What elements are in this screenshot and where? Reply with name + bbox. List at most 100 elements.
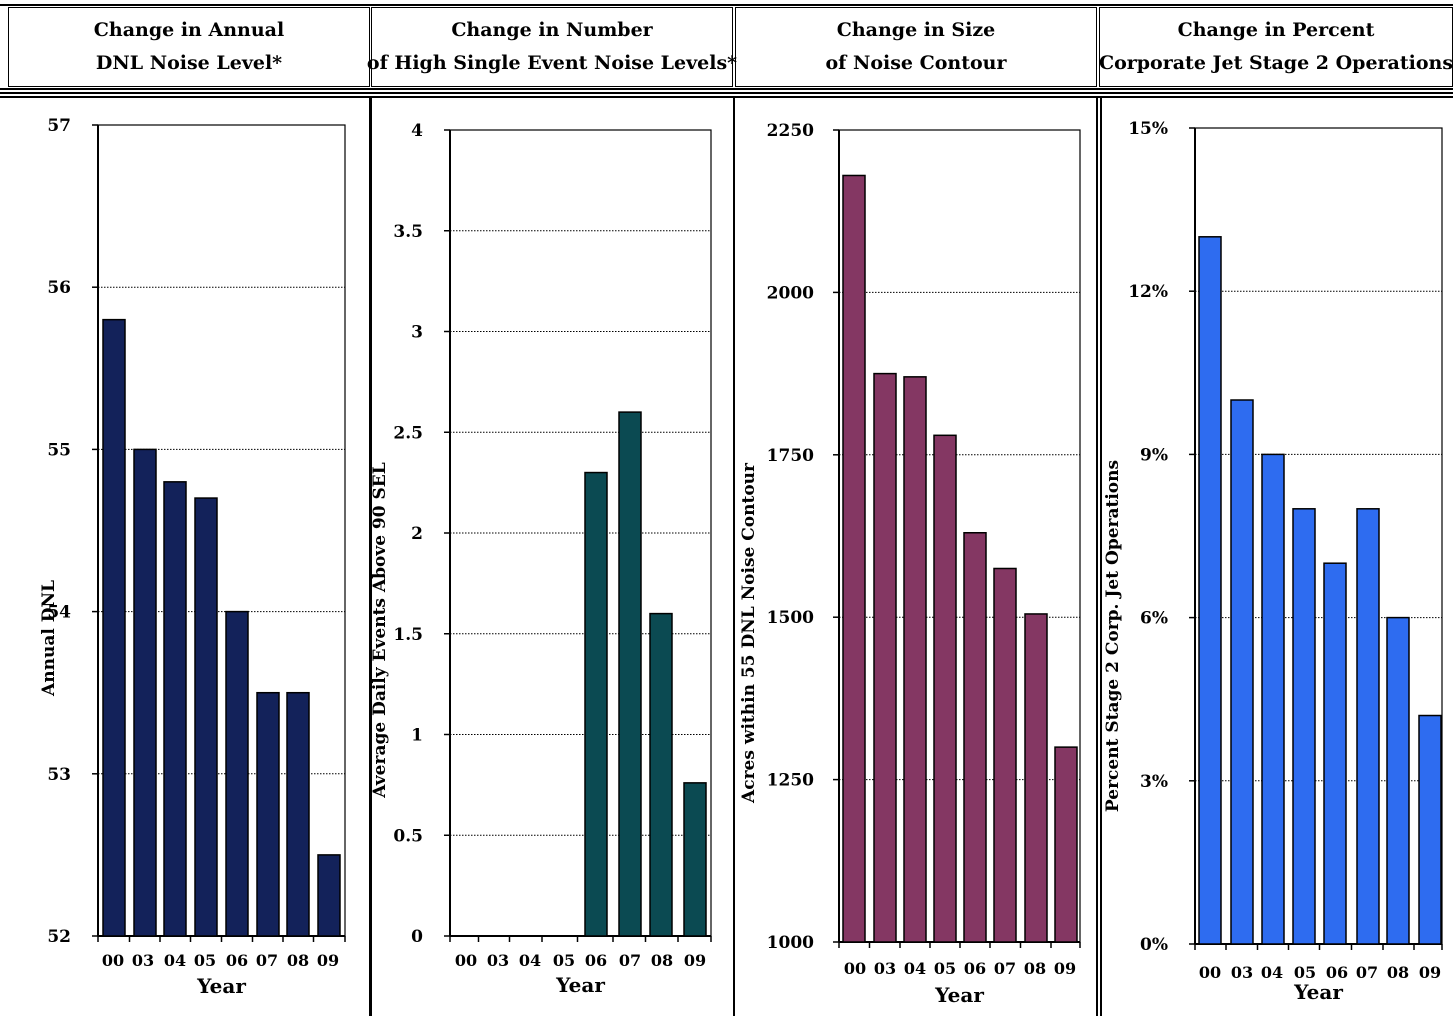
x-tick-label-04: 04 — [904, 959, 926, 978]
header-events-line1: Change in Number — [451, 19, 653, 41]
x-tick-label-00: 00 — [102, 951, 124, 970]
bar-09 — [1418, 714, 1442, 945]
x-tick-label-07: 07 — [256, 951, 278, 970]
y-tick-label: 0 — [411, 927, 423, 947]
x-tick-label-05: 05 — [194, 951, 216, 970]
panel-divider-3b — [1100, 98, 1102, 1016]
bar-08 — [649, 612, 673, 937]
y-tick-label: 56 — [47, 278, 71, 298]
header-row: Change in Annual DNL Noise Level* Change… — [0, 0, 1453, 92]
panel-divider-3a — [1096, 98, 1098, 1016]
x-tick-label-07: 07 — [994, 959, 1016, 978]
y-tick-label: 2250 — [767, 121, 814, 141]
header-cell-contour: Change in Size of Noise Contour — [735, 7, 1097, 87]
header-contour-line1: Change in Size — [836, 19, 996, 41]
x-tick-label-00: 00 — [1199, 963, 1221, 982]
contour-chart: 1000 1250 1500 1750 2000 2250 00 03 04 05 06 07 08 09… — [739, 121, 1081, 1007]
y-tick-label: 1.5 — [393, 625, 423, 645]
y-axis-title: Acres within 55 DNL Noise Contour — [739, 462, 759, 804]
bar-08 — [1024, 613, 1048, 943]
y-tick-label: 4 — [411, 121, 423, 141]
x-tick-label-06: 06 — [1326, 963, 1348, 982]
y-tick-label: 2 — [411, 524, 423, 544]
y-tick-label: 1750 — [767, 446, 814, 466]
x-tick-label-08: 08 — [1387, 963, 1409, 982]
panels-top-rule — [0, 92, 1453, 98]
bar-09 — [683, 782, 707, 937]
x-tick-label-03: 03 — [1231, 963, 1253, 982]
stage2-chart: 0% 3% 6% 9% 12% 15% 00 03 04 05 06 07 08 09 Year Percen… — [1103, 119, 1443, 1004]
y-axis-title: Average Daily Events Above 90 SEL — [370, 462, 390, 798]
header-cell-events: Change in Number of High Single Event No… — [367, 7, 737, 87]
header-bottom-rule — [0, 88, 1453, 90]
panel-divider-2 — [733, 98, 735, 1016]
bar-07 — [1356, 508, 1380, 945]
bar-03 — [873, 372, 897, 943]
y-tick-label: 0% — [1140, 935, 1168, 955]
x-tick-label-07: 07 — [619, 951, 641, 970]
x-tick-label-06: 06 — [585, 951, 607, 970]
bar-05 — [194, 497, 218, 937]
bar-05 — [1292, 508, 1316, 945]
bar-03 — [1230, 399, 1254, 945]
x-tick-label-08: 08 — [287, 951, 309, 970]
y-tick-label: 6% — [1140, 609, 1168, 629]
y-tick-label: 12% — [1128, 282, 1168, 302]
x-tick-label-09: 09 — [317, 951, 339, 970]
header-top-rule — [0, 4, 1453, 6]
bar-08 — [286, 691, 310, 937]
x-tick-label-05: 05 — [553, 951, 575, 970]
y-tick-label: 1500 — [767, 608, 814, 628]
bar-04 — [903, 376, 927, 943]
y-tick-label: 1 — [411, 726, 423, 746]
panel-divider-1 — [369, 98, 372, 1016]
bar-03 — [133, 448, 157, 937]
y-tick-label: 3 — [411, 323, 423, 343]
x-tick-label-04: 04 — [1261, 963, 1283, 982]
header-stage2-line1: Change in Percent — [1177, 19, 1375, 41]
y-tick-label: 1000 — [767, 933, 814, 953]
bar-00 — [102, 318, 126, 937]
bar-09 — [317, 854, 341, 937]
x-tick-label-09: 09 — [1419, 963, 1441, 982]
bar-04 — [1261, 453, 1285, 945]
y-tick-label: 1250 — [767, 771, 814, 791]
y-tick-label: 53 — [47, 765, 71, 785]
x-tick-label-09: 09 — [1054, 959, 1076, 978]
bar-04 — [163, 481, 187, 937]
x-tick-label-00: 00 — [455, 951, 477, 970]
x-tick-label-03: 03 — [487, 951, 509, 970]
bar-09 — [1054, 746, 1078, 943]
x-tick-label-06: 06 — [964, 959, 986, 978]
header-contour-line2: of Noise Contour — [825, 52, 1007, 74]
bar-07 — [618, 411, 642, 937]
y-tick-label: 57 — [47, 116, 71, 136]
header-stage2-line2: Corporate Jet Stage 2 Operations — [1098, 52, 1453, 74]
x-tick-label-03: 03 — [132, 951, 154, 970]
bar-06 — [1323, 562, 1347, 945]
x-tick-label-03: 03 — [874, 959, 896, 978]
x-tick-label-06: 06 — [226, 951, 248, 970]
bar-06 — [584, 471, 608, 937]
x-tick-label-08: 08 — [651, 951, 673, 970]
y-tick-label: 52 — [47, 927, 71, 947]
x-axis-title: Year — [555, 973, 605, 997]
dnl-chart: 52 53 54 55 56 57 00 03 04 05 06 07 08 09 Year Annual D… — [39, 116, 346, 998]
y-tick-label: 55 — [47, 440, 71, 460]
y-axis-title: Annual DNL — [39, 580, 59, 697]
x-tick-label-04: 04 — [164, 951, 186, 970]
bar-06 — [963, 532, 987, 943]
y-tick-label: 0.5 — [393, 826, 423, 846]
x-tick-label-00: 00 — [844, 959, 866, 978]
header-cell-dnl: Change in Annual DNL Noise Level* — [8, 7, 370, 87]
bar-07 — [256, 691, 280, 937]
y-tick-label: 3.5 — [393, 222, 423, 242]
bar-00 — [842, 174, 866, 943]
events-chart: 0 0.5 1 1.5 2 2.5 3 3.5 4 00 03 04 05 06 07 08 09 Year Ave… — [370, 121, 712, 997]
x-tick-label-08: 08 — [1024, 959, 1046, 978]
header-dnl-line1: Change in Annual — [93, 19, 285, 41]
x-axis-title: Year — [1293, 980, 1343, 1004]
y-tick-label: 54 — [47, 603, 71, 623]
x-tick-label-07: 07 — [1356, 963, 1378, 982]
x-tick-label-05: 05 — [934, 959, 956, 978]
